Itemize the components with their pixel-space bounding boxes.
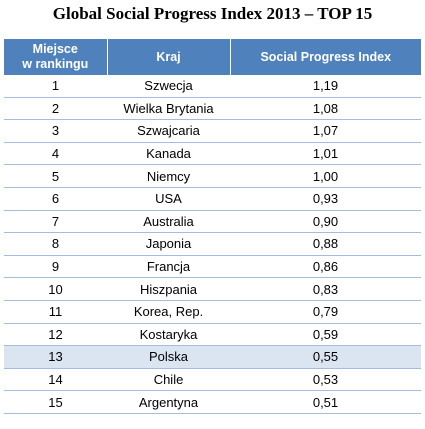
cell-rank: 4 xyxy=(4,142,107,166)
cell-index: 0,79 xyxy=(230,300,421,324)
cell-country: Kanada xyxy=(107,142,230,166)
table-row: 2 Wielka Brytania 1,08 xyxy=(4,97,421,121)
cell-country: Korea, Rep. xyxy=(107,300,230,324)
header-country: Kraj xyxy=(106,39,230,75)
table-row: 10 Hiszpania 0,83 xyxy=(4,277,421,301)
cell-country: Szwecja xyxy=(107,75,230,98)
cell-country: Argentyna xyxy=(107,390,230,414)
cell-index: 1,08 xyxy=(230,97,421,121)
cell-index: 0,86 xyxy=(230,255,421,279)
cell-rank: 11 xyxy=(4,300,107,324)
ranking-table: Miejsce w rankingu Kraj Social Progress … xyxy=(4,39,421,414)
table-row: 6 USA 0,93 xyxy=(4,187,421,211)
cell-country: Francja xyxy=(107,255,230,279)
cell-rank: 2 xyxy=(4,97,107,121)
cell-country: USA xyxy=(107,187,230,211)
table-body: 1 Szwecja 1,19 2 Wielka Brytania 1,08 3 Szwajca… xyxy=(4,75,421,414)
table-row: 15 Argentyna 0,51 xyxy=(4,390,421,414)
table-row: 5 Niemcy 1,00 xyxy=(4,164,421,188)
cell-country: Niemcy xyxy=(107,164,230,188)
cell-index: 1,01 xyxy=(230,142,421,166)
cell-rank: 8 xyxy=(4,232,107,256)
cell-index: 0,59 xyxy=(230,323,421,347)
cell-country: Australia xyxy=(107,210,230,234)
table-row: 4 Kanada 1,01 xyxy=(4,142,421,166)
cell-index: 0,88 xyxy=(230,232,421,256)
table-row: 8 Japonia 0,88 xyxy=(4,232,421,256)
header-rank-label: Miejsce w rankingu xyxy=(22,42,89,71)
cell-country: Chile xyxy=(107,368,230,392)
cell-country: Szwajcaria xyxy=(107,119,230,143)
cell-country: Japonia xyxy=(107,232,230,256)
cell-rank: 14 xyxy=(4,368,107,392)
table-row: 1 Szwecja 1,19 xyxy=(4,75,421,98)
header-index-label: Social Progress Index xyxy=(260,49,392,64)
table-row: 11 Korea, Rep. 0,79 xyxy=(4,300,421,324)
cell-index: 0,53 xyxy=(230,368,421,392)
cell-index: 0,51 xyxy=(230,390,421,414)
page-title: Global Social Progress Index 2013 – TOP … xyxy=(52,4,373,23)
cell-index: 0,83 xyxy=(230,277,421,301)
table-row: 13 Polska 0,55 xyxy=(4,345,421,369)
table-header-row: Miejsce w rankingu Kraj Social Progress … xyxy=(4,39,421,75)
table-row: 9 Francja 0,86 xyxy=(4,255,421,279)
cell-index: 0,93 xyxy=(230,187,421,211)
table-row: 7 Australia 0,90 xyxy=(4,210,421,234)
cell-rank: 1 xyxy=(4,75,107,98)
cell-country: Wielka Brytania xyxy=(107,97,230,121)
cell-rank: 6 xyxy=(4,187,107,211)
cell-rank: 9 xyxy=(4,255,107,279)
cell-rank: 10 xyxy=(4,277,107,301)
cell-country: Hiszpania xyxy=(107,277,230,301)
table-row: 14 Chile 0,53 xyxy=(4,368,421,392)
cell-rank: 15 xyxy=(4,390,107,414)
cell-index: 1,00 xyxy=(230,164,421,188)
cell-country: Kostaryka xyxy=(107,323,230,347)
cell-index: 0,90 xyxy=(230,210,421,234)
cell-rank: 7 xyxy=(4,210,107,234)
cell-index: 1,19 xyxy=(230,75,421,98)
cell-rank: 13 xyxy=(4,345,107,369)
header-country-label: Kraj xyxy=(156,49,181,64)
table-row: 12 Kostaryka 0,59 xyxy=(4,323,421,347)
table-row: 3 Szwajcaria 1,07 xyxy=(4,119,421,143)
cell-country: Polska xyxy=(107,345,230,369)
cell-rank: 5 xyxy=(4,164,107,188)
header-index: Social Progress Index xyxy=(229,39,421,75)
header-rank: Miejsce w rankingu xyxy=(4,39,107,75)
cell-rank: 12 xyxy=(4,323,107,347)
cell-rank: 3 xyxy=(4,119,107,143)
cell-index: 0,55 xyxy=(230,345,421,369)
cell-index: 1,07 xyxy=(230,119,421,143)
